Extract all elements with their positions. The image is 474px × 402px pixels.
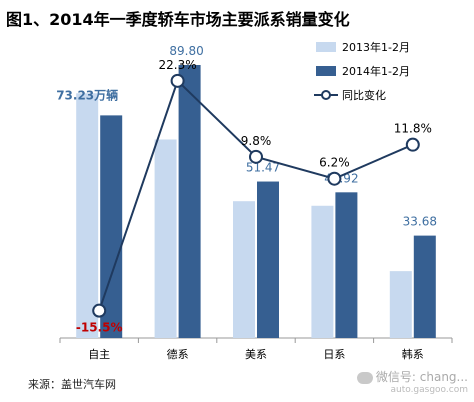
wechat-icon [356, 371, 373, 384]
watermark-url: auto.gasgoo.com [390, 385, 468, 395]
legend-swatch-2014 [316, 66, 336, 76]
value-label: 89.80 [169, 44, 203, 58]
change-line [98, 78, 414, 311]
bar-2014-2 [257, 181, 279, 338]
watermark: 微信号: chang... auto.gasgoo.com [356, 368, 468, 395]
change-label: 22.3% [159, 58, 197, 72]
x-tick-label: 日系 [323, 348, 345, 361]
legend-label: 2014年1-2月 [342, 64, 410, 78]
value-label: 73.23万辆 [56, 87, 118, 102]
x-tick-label: 韩系 [402, 347, 424, 361]
legend-label: 2013年1-2月 [342, 40, 410, 54]
bar-2014-4 [413, 235, 436, 338]
x-tick-label: 德系 [167, 347, 189, 361]
value-label: 33.68 [403, 215, 437, 229]
bar-2013-2 [233, 201, 255, 338]
source-note: 来源：盖世汽车网 [28, 378, 116, 391]
bar-2014-0 [100, 115, 123, 338]
change-label: 11.8% [394, 122, 432, 136]
bar-2013-0 [76, 93, 99, 338]
bar-2014-1 [178, 65, 201, 339]
bar-2013-1 [154, 139, 177, 338]
change-point [327, 171, 342, 186]
value-label: 51.47 [246, 161, 280, 175]
bar-2013-3 [311, 205, 334, 338]
chart-title: 图1、2014年一季度轿车市场主要派系销量变化 [6, 10, 350, 29]
bar-2013-4 [389, 271, 412, 338]
x-tick-label: 自主 [88, 348, 110, 361]
change-label: 9.8% [241, 134, 272, 148]
change-point [405, 137, 420, 152]
legend-label: 同比变化 [342, 88, 386, 102]
change-label: -15.5% [76, 321, 123, 335]
change-point [92, 303, 107, 318]
watermark-text: 微信号: chang... [375, 370, 468, 384]
bar-2014-3 [335, 192, 358, 338]
change-label: 6.2% [319, 156, 350, 170]
change-point [249, 149, 263, 164]
x-tick-label: 美系 [245, 348, 267, 361]
legend-marker [321, 90, 331, 100]
legend-swatch-2013 [316, 42, 336, 52]
change-point [170, 73, 185, 88]
